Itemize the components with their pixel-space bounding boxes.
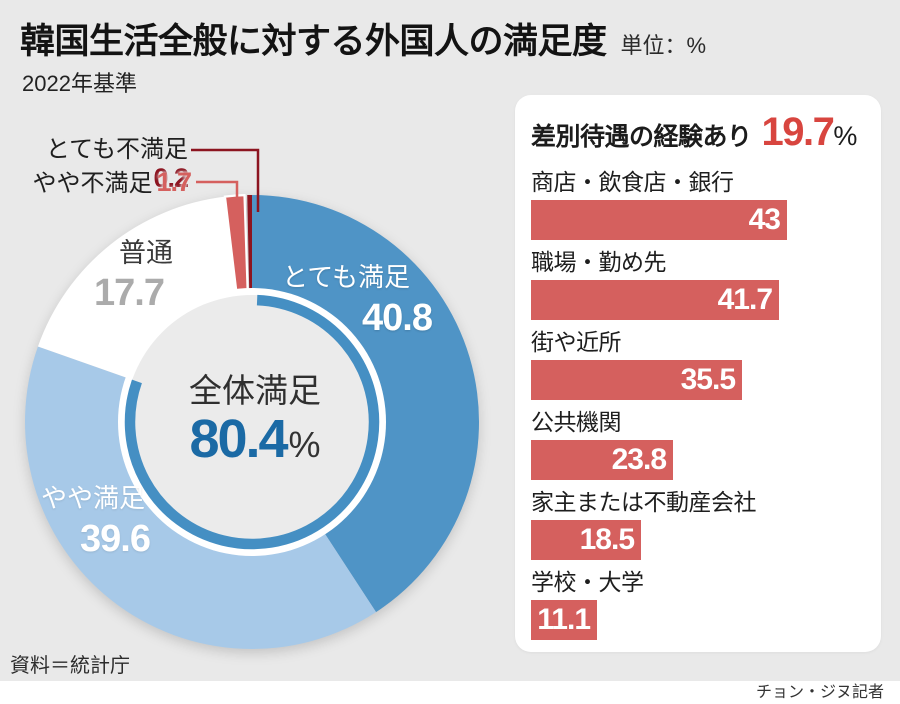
bar-row-1: 職場・勤め先 41.7: [531, 248, 865, 320]
donut-center-value: 80.4%: [115, 408, 395, 484]
credit-strip: チョン・ジヌ記者: [0, 681, 900, 704]
panel-header: 差別待遇の経験あり 19.7 %: [531, 109, 865, 160]
bar-list: 商店・飲食店・銀行 43 職場・勤め先 41.7 街や近所 35.5 公共機関 23.8 家主ま…: [531, 168, 865, 640]
bar: 35.5: [531, 360, 742, 400]
somewhat-dissatisfied-label: やや不満足: [32, 170, 153, 197]
bar-row-0: 商店・飲食店・銀行 43: [531, 168, 865, 240]
reporter-credit: チョン・ジヌ記者: [755, 684, 884, 701]
donut-chart: [24, 148, 479, 649]
very-satisfied-value: 40.8: [362, 297, 433, 339]
somewhat-satisfied-label: やや満足: [40, 483, 145, 513]
leader-line: [191, 148, 260, 212]
unit-label: 単位：%: [620, 33, 707, 58]
bar-value: 43: [748, 203, 781, 236]
bar-label: 家主または不動産会社: [531, 489, 757, 515]
leader-line: [196, 180, 239, 199]
bar: 11.1: [531, 600, 597, 640]
neutral-label: 普通: [119, 238, 173, 268]
bar-row-4: 家主または不動産会社 18.5: [531, 488, 865, 560]
bar: 23.8: [531, 440, 673, 480]
panel-title-value: 19.7: [761, 110, 835, 154]
header: 韓国生活全般に対する外国人の満足度 単位：%: [20, 22, 706, 62]
overall-satisfaction-value: 80.4: [189, 409, 288, 469]
bar-value: 18.5: [579, 523, 635, 556]
bar-label: 商店・飲食店・銀行: [531, 169, 734, 195]
panel-title-unit: %: [833, 121, 858, 151]
bar: 41.7: [531, 280, 779, 320]
donut-center-label: 全体満足: [189, 372, 321, 409]
page-title: 韓国生活全般に対する外国人の満足度: [20, 22, 607, 61]
basis-year-label: 2022年基準: [22, 71, 137, 96]
bar: 18.5: [531, 520, 641, 560]
bar-value: 41.7: [717, 283, 773, 316]
bar-row-3: 公共機関 23.8: [531, 408, 865, 480]
bar-label: 街や近所: [531, 329, 622, 355]
percent-sign: %: [288, 424, 321, 465]
bar-value: 11.1: [537, 603, 591, 636]
very-dissatisfied-label: とても不満足: [45, 136, 188, 163]
neutral-value: 17.7: [94, 272, 165, 314]
very-dissatisfied-value: 0.2: [153, 163, 189, 193]
bar-value: 23.8: [611, 443, 667, 476]
bar: 43: [531, 200, 787, 240]
callout-somewhat-dissatisfied: やや不満足 1.7: [8, 167, 192, 198]
panel-title: 差別待遇の経験あり: [531, 123, 752, 151]
somewhat-dissatisfied-value: 1.7: [156, 167, 192, 197]
bar-value: 35.5: [680, 363, 736, 396]
bar-row-2: 街や近所 35.5: [531, 328, 865, 400]
source-label: 資料＝統計庁: [10, 655, 130, 677]
very-satisfied-label: とても満足: [282, 262, 410, 292]
discrimination-panel: 差別待遇の経験あり 19.7 % 商店・飲食店・銀行 43 職場・勤め先 41.7 街や…: [515, 95, 881, 652]
bar-label: 学校・大学: [531, 569, 644, 595]
bar-label: 職場・勤め先: [531, 249, 667, 275]
bar-label: 公共機関: [531, 409, 622, 435]
callout-very-dissatisfied: とても不満足0.2: [8, 136, 189, 194]
somewhat-satisfied-value: 39.6: [80, 518, 151, 560]
bar-row-5: 学校・大学 11.1: [531, 568, 865, 640]
